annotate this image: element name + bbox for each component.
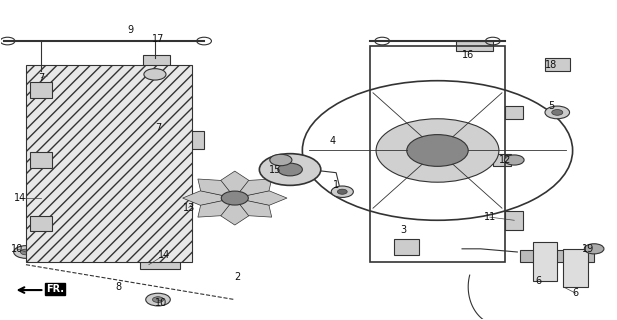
Text: 4: 4 [330, 136, 336, 146]
Circle shape [407, 135, 468, 166]
Circle shape [107, 237, 117, 242]
Circle shape [259, 154, 321, 185]
Circle shape [146, 293, 170, 306]
Circle shape [15, 246, 37, 258]
Bar [29, 71, 63, 87]
Circle shape [552, 109, 563, 115]
Text: 10: 10 [155, 298, 167, 308]
Text: 13: 13 [183, 203, 195, 212]
Polygon shape [220, 198, 249, 225]
Circle shape [376, 119, 499, 182]
Text: 9: 9 [127, 25, 133, 35]
Circle shape [337, 189, 347, 194]
Bar [139, 257, 180, 269]
Polygon shape [198, 179, 235, 198]
Circle shape [36, 70, 59, 82]
Text: 7: 7 [155, 123, 161, 133]
Polygon shape [235, 179, 271, 198]
Polygon shape [235, 198, 271, 217]
Text: 6: 6 [536, 276, 542, 285]
Circle shape [545, 106, 569, 119]
Circle shape [584, 244, 604, 254]
Circle shape [101, 234, 123, 245]
Circle shape [152, 297, 164, 302]
Circle shape [21, 250, 31, 254]
Text: 16: 16 [462, 50, 474, 60]
Circle shape [278, 163, 302, 176]
Circle shape [505, 155, 524, 165]
Text: 10: 10 [10, 244, 23, 254]
Polygon shape [235, 191, 287, 205]
Bar [520, 251, 594, 261]
Text: 14: 14 [158, 250, 170, 260]
Text: 2: 2 [234, 272, 241, 282]
Bar [563, 249, 588, 287]
Text: 7: 7 [38, 73, 44, 83]
Text: 8: 8 [115, 282, 121, 292]
Circle shape [14, 246, 38, 258]
Bar [30, 152, 52, 168]
Text: 17: 17 [152, 35, 164, 44]
Bar [394, 239, 419, 255]
Bar [532, 243, 557, 281]
Text: 19: 19 [582, 244, 594, 254]
Circle shape [331, 186, 354, 197]
Polygon shape [220, 171, 249, 198]
Circle shape [222, 191, 248, 205]
Bar [26, 65, 192, 261]
Text: 11: 11 [484, 212, 496, 222]
Circle shape [270, 154, 292, 166]
Circle shape [20, 249, 31, 255]
Bar [505, 211, 523, 230]
Bar [505, 106, 523, 119]
Text: FR.: FR. [46, 284, 64, 294]
Bar [30, 215, 52, 231]
Text: 12: 12 [499, 155, 511, 165]
Polygon shape [198, 198, 235, 217]
Bar [370, 46, 505, 261]
Bar [493, 154, 511, 166]
Bar [176, 132, 204, 149]
Bar [456, 41, 493, 51]
Text: 5: 5 [548, 101, 554, 111]
Bar [30, 82, 52, 98]
Text: 15: 15 [268, 164, 281, 174]
Bar [545, 59, 569, 71]
Text: 3: 3 [400, 225, 407, 235]
Text: 18: 18 [545, 60, 557, 70]
Circle shape [144, 69, 166, 80]
Text: 1: 1 [333, 180, 339, 190]
Circle shape [43, 73, 52, 78]
Text: 14: 14 [14, 193, 26, 203]
Polygon shape [183, 191, 235, 205]
Text: 6: 6 [573, 288, 579, 298]
Bar [143, 55, 170, 71]
